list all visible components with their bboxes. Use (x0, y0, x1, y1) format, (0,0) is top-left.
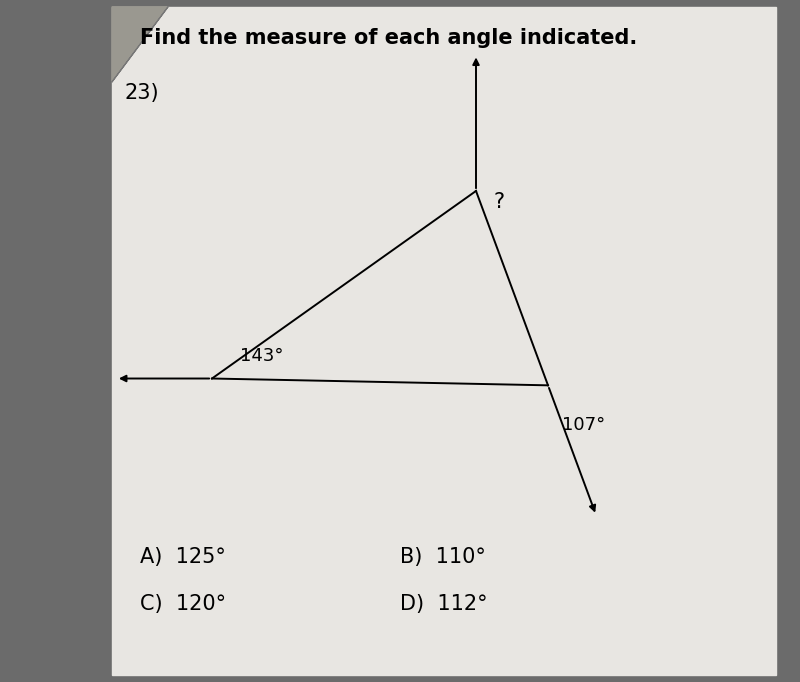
Text: 23): 23) (124, 83, 158, 103)
Text: A)  125°: A) 125° (140, 547, 226, 567)
Text: D)  112°: D) 112° (400, 595, 488, 614)
Text: 107°: 107° (562, 415, 606, 434)
Polygon shape (112, 7, 168, 82)
Text: ?: ? (494, 192, 505, 212)
Text: Find the measure of each angle indicated.: Find the measure of each angle indicated… (140, 29, 638, 48)
Text: B)  110°: B) 110° (400, 547, 486, 567)
Text: 143°: 143° (240, 347, 283, 366)
Text: C)  120°: C) 120° (140, 595, 226, 614)
Polygon shape (112, 7, 776, 675)
